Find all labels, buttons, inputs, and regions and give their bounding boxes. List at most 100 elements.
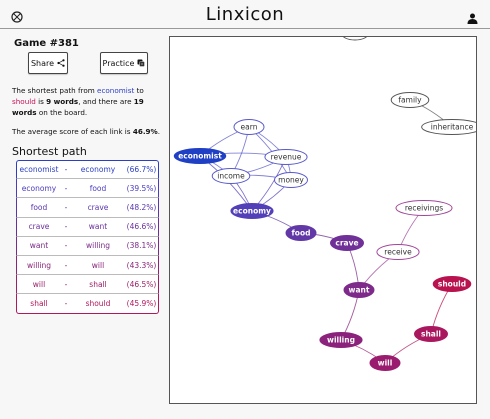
word-node-label: economy — [233, 207, 271, 216]
word-board[interactable]: economist earn revenue income money economy fo… — [169, 36, 477, 404]
word-node-label: earn — [241, 123, 258, 132]
word-node-shape[interactable] — [233, 119, 265, 135]
path-from-word: shall — [30, 298, 48, 308]
path-from-word: economy — [21, 183, 57, 193]
word-node-label: income — [217, 172, 245, 181]
logo-icon[interactable] — [11, 11, 23, 23]
word-node-shape[interactable] — [376, 244, 420, 260]
path-from-word: will — [32, 279, 46, 289]
word-node-shall[interactable]: shall — [414, 326, 448, 342]
path-length: 9 words — [46, 97, 79, 106]
word-node-economist[interactable]: economist — [173, 148, 227, 164]
average-score-text: The average score of each link is 46.9%. — [12, 126, 162, 137]
path-from-word: economist — [19, 165, 59, 175]
word-node-shape[interactable] — [330, 235, 364, 251]
path-row: shall - should (45.9%) — [16, 294, 159, 314]
word-node-shape[interactable] — [285, 225, 317, 241]
word-node-label: want — [349, 286, 370, 295]
share-button[interactable]: Share — [28, 52, 68, 74]
word-node-family[interactable]: family — [390, 92, 430, 108]
word-node-label: revenue — [271, 153, 302, 162]
word-node-revenue[interactable]: revenue — [264, 149, 308, 165]
path-row: want - willing (38.1%) — [16, 236, 159, 256]
path-score: (48.2%) — [126, 202, 157, 212]
word-node-shape[interactable] — [343, 282, 375, 298]
path-dash: - — [64, 183, 68, 193]
path-to-word: shall — [89, 279, 107, 289]
word-node-shape[interactable] — [390, 92, 430, 108]
avg-text: The average score of each link is — [12, 127, 133, 136]
game-number: Game #381 — [14, 38, 79, 49]
word-node-income[interactable]: income — [211, 168, 251, 184]
path-from-word: willing — [27, 260, 51, 270]
word-node-money[interactable]: money — [274, 172, 308, 188]
path-to-word: crave — [87, 202, 109, 212]
word-node-label: inheritance — [431, 123, 474, 132]
path-row: crave - want (46.6%) — [16, 217, 159, 237]
word-node-economy[interactable]: economy — [230, 203, 274, 219]
word-node-label: willing — [327, 336, 355, 345]
path-from-word: crave — [28, 222, 50, 232]
word-node-shape[interactable] — [264, 149, 308, 165]
practice-button[interactable]: Practice — [100, 52, 148, 74]
path-dash: - — [64, 222, 68, 232]
avg-text: . — [157, 127, 161, 136]
path-row: food - crave (48.2%) — [16, 198, 159, 218]
path-description: The shortest path from economist to shou… — [12, 85, 162, 118]
path-row: will - shall (46.5%) — [16, 275, 159, 295]
path-to-word: willing — [86, 241, 110, 251]
word-node-label: shall — [421, 330, 441, 339]
word-node-should[interactable]: should — [432, 276, 472, 292]
path-dash: - — [64, 165, 68, 175]
path-to-word: want — [88, 222, 108, 232]
path-dash: - — [64, 279, 68, 289]
word-node-shape[interactable] — [274, 172, 308, 188]
word-node-earn[interactable]: earn — [233, 119, 265, 135]
word-node-shape[interactable] — [414, 326, 448, 342]
word-node-food[interactable]: food — [285, 225, 317, 241]
path-dash: - — [64, 260, 68, 270]
average-score-value: 46.9% — [132, 127, 158, 136]
word-node-shape[interactable] — [319, 332, 363, 348]
shortest-path-table: economist - economy (66.7%) economy - food (39.… — [16, 160, 159, 314]
word-node-crave[interactable]: crave — [330, 235, 364, 251]
word-node-label: economist — [178, 152, 222, 161]
word-node-shape[interactable] — [432, 276, 472, 292]
path-row: economist - economy (66.7%) — [16, 160, 159, 180]
path-dash: - — [64, 241, 68, 251]
word-node-willing[interactable]: willing — [319, 332, 363, 348]
board-node-partial[interactable] — [342, 37, 368, 41]
word-node-label: receivings — [405, 204, 443, 213]
word-node-shape[interactable] — [369, 355, 401, 371]
path-to-word: will — [91, 260, 105, 270]
path-score: (39.5%) — [126, 183, 157, 193]
path-score: (46.6%) — [126, 222, 157, 232]
word-node-inheritance[interactable]: inheritance — [421, 119, 476, 135]
practice-label: Practice — [102, 58, 135, 68]
word-node-shape[interactable] — [421, 119, 476, 135]
word-node-will[interactable]: will — [369, 355, 401, 371]
word-node-receive[interactable]: receive — [376, 244, 420, 260]
path-to-word: food — [89, 183, 107, 193]
shortest-path-heading: Shortest path — [12, 145, 87, 158]
path-score: (45.9%) — [126, 298, 157, 308]
word-node-label: should — [438, 280, 466, 289]
path-from-word: want — [29, 241, 49, 251]
path-row: willing - will (43.3%) — [16, 255, 159, 276]
word-node-label: will — [378, 359, 393, 368]
word-node-shape[interactable] — [230, 203, 274, 219]
board-graph[interactable]: economist earn revenue income money economy fo… — [170, 37, 476, 403]
word-node-shape[interactable] — [395, 200, 453, 216]
word-node-want[interactable]: want — [343, 282, 375, 298]
path-to-word: should — [85, 298, 111, 308]
word-node-shape[interactable] — [173, 148, 227, 164]
word-node-receivings[interactable]: receivings — [395, 200, 453, 216]
desc-text: to — [134, 86, 144, 95]
desc-text: on the board. — [36, 108, 88, 117]
path-dash: - — [64, 202, 68, 212]
user-icon[interactable] — [467, 13, 478, 24]
share-icon — [57, 59, 65, 67]
path-row: economy - food (39.5%) — [16, 179, 159, 199]
word-node-shape[interactable] — [211, 168, 251, 184]
dice-icon — [137, 59, 146, 67]
